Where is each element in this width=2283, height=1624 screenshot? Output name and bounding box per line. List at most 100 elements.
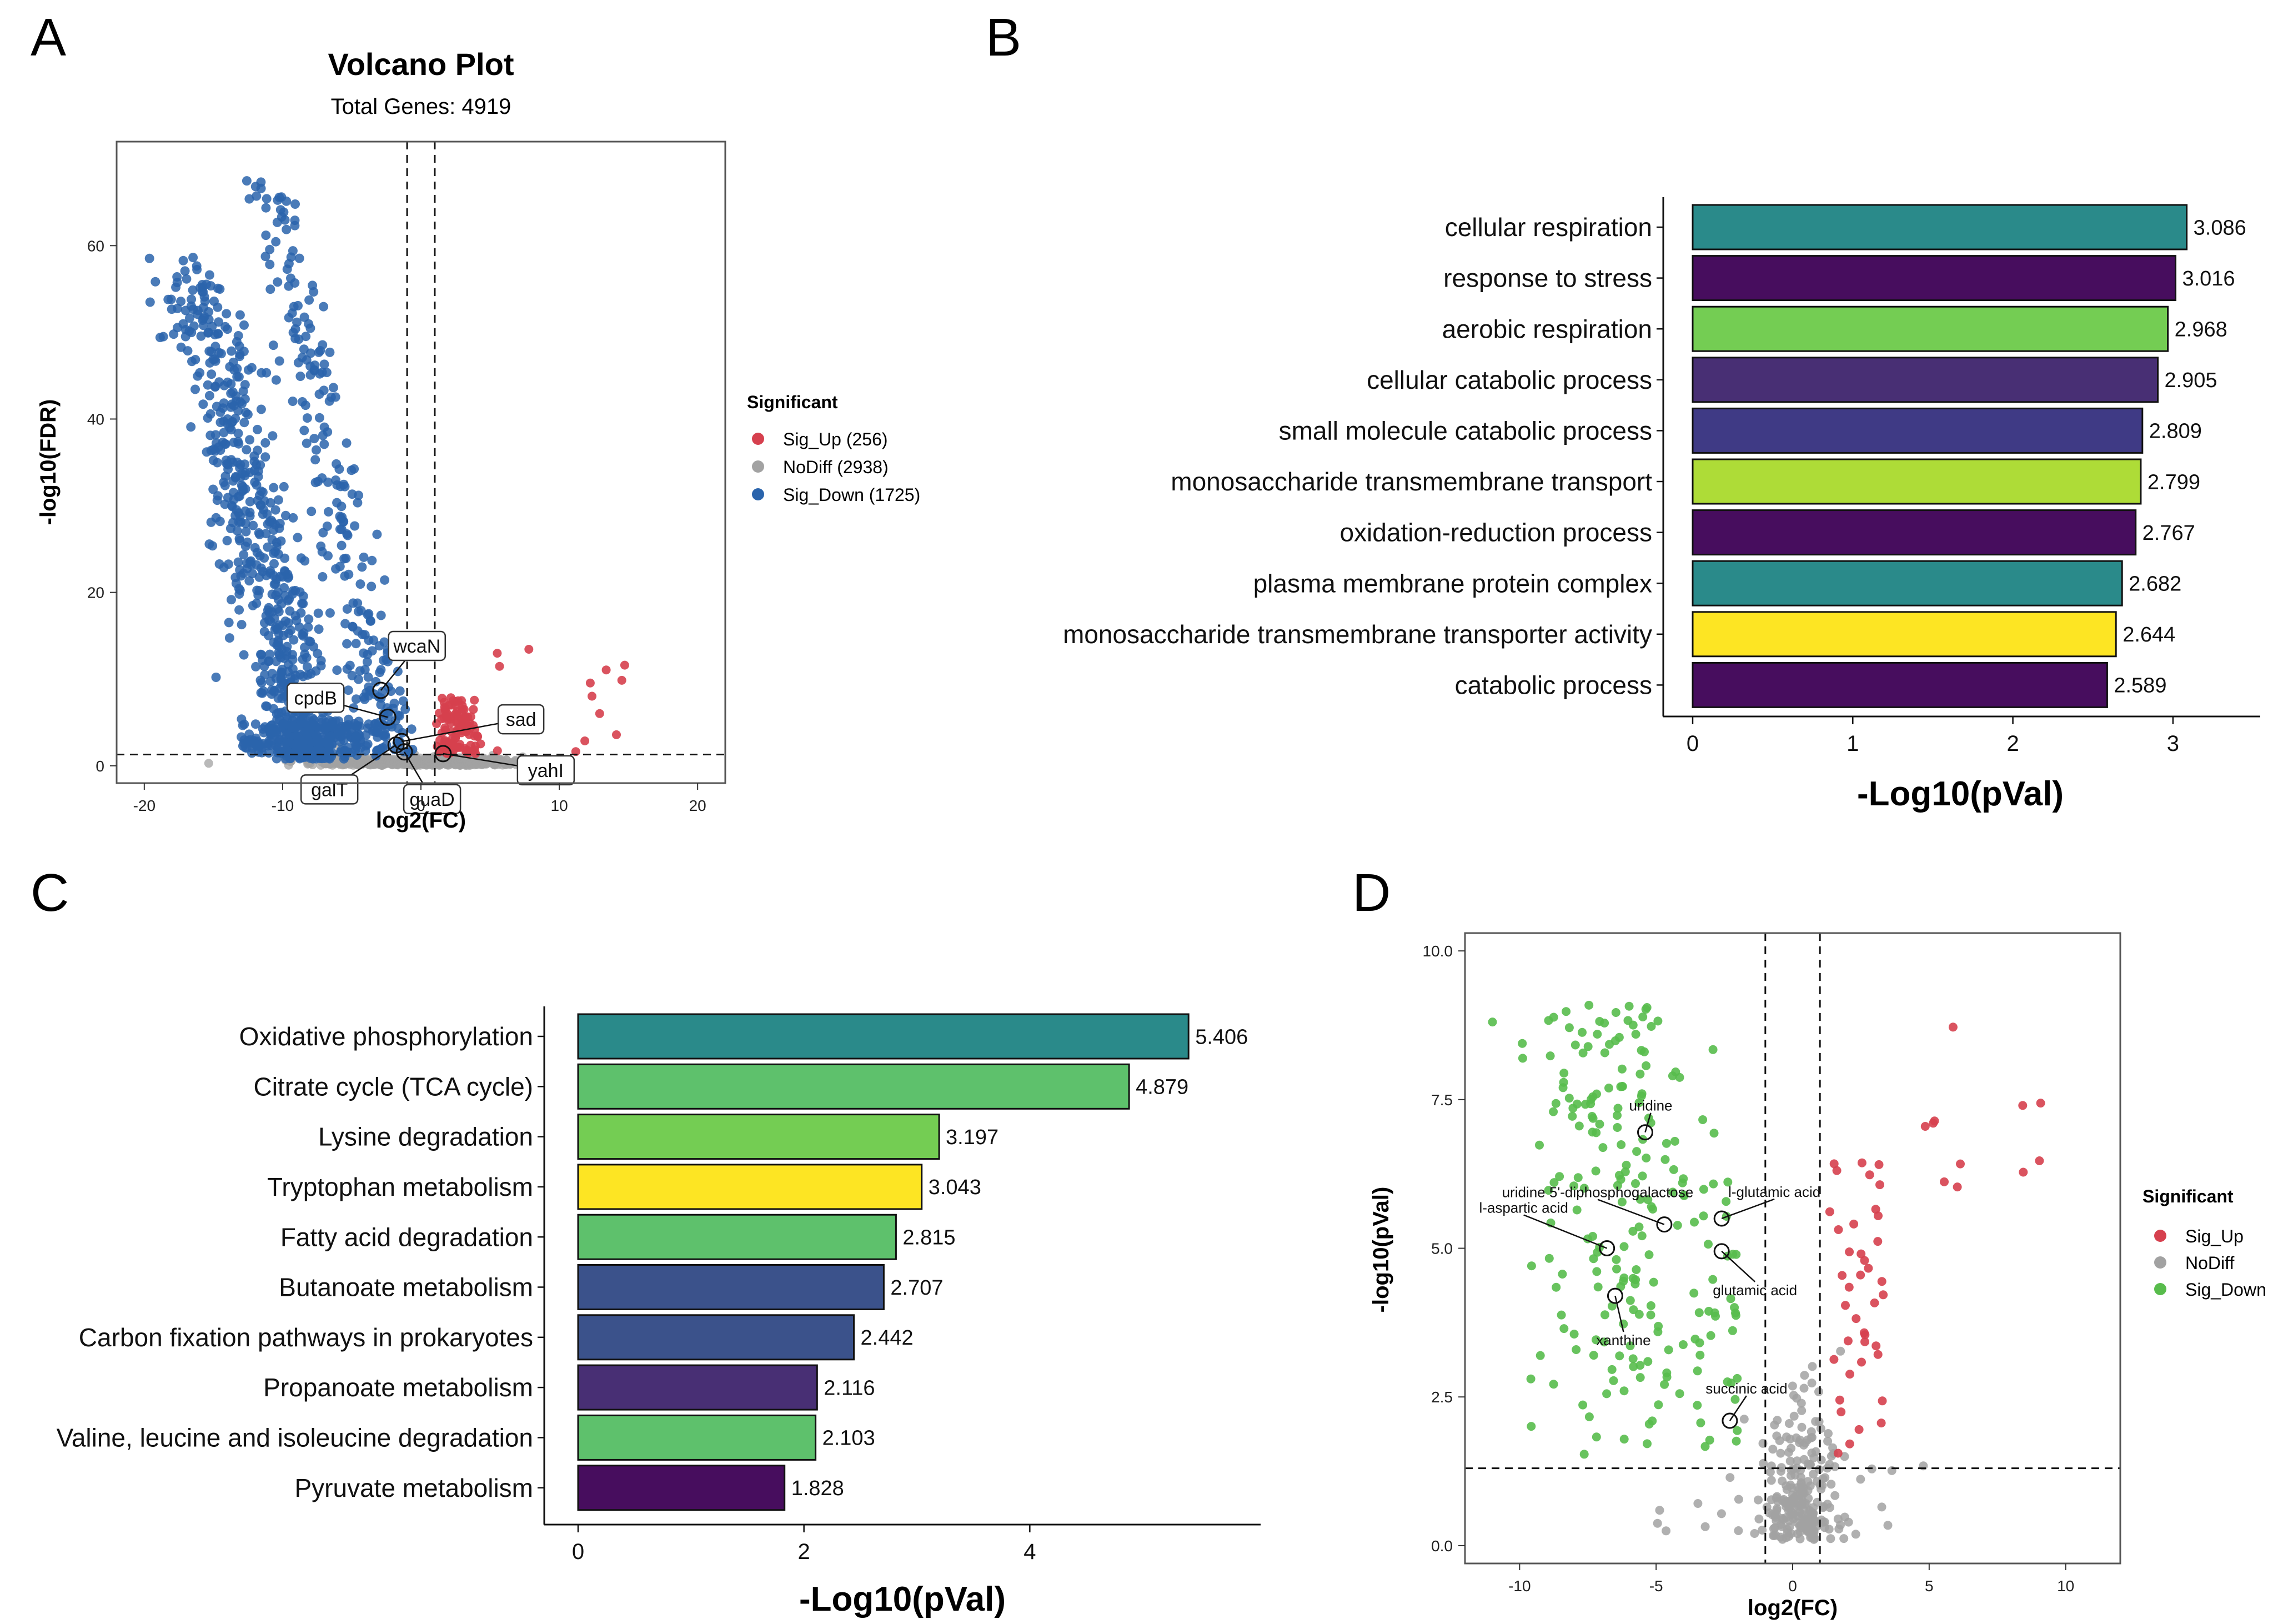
scatter-point-sig-down [240,380,250,390]
scatter-point-sig-down [1635,1069,1645,1079]
scatter-point-nodiff [1803,1486,1813,1495]
scatter-point-sig-down [319,359,329,369]
chart-a-legend-label-up: Sig_Up (256) [783,429,888,449]
scatter-point-sig-down [299,312,309,322]
scatter-point-sig-down [234,439,244,449]
scatter-point-sig-down [1618,1082,1627,1091]
scatter-point-sig-down [252,740,261,750]
scatter-point-sig-down [283,738,293,748]
data-label: 2.905 [2164,369,2217,392]
scatter-point-sig-up [1845,1247,1854,1256]
scatter-point-sig-down [1592,1267,1602,1276]
scatter-point-sig-down [209,296,219,306]
data-label: 4.879 [1136,1076,1188,1099]
scatter-point-sig-down [1731,1311,1740,1320]
y-tick-label: 40 [87,410,104,428]
scatter-point-sig-down [363,672,373,682]
scatter-point-sig-down [234,589,244,599]
scatter-point-sig-down [150,277,160,287]
scatter-point-nodiff [1796,1466,1805,1475]
scatter-point-nodiff [1787,1483,1796,1492]
scatter-point-sig-up [601,665,611,675]
scatter-point-sig-down [1593,1030,1602,1039]
scatter-point-sig-down [1695,1350,1705,1360]
scatter-point-sig-up [1857,1158,1866,1167]
scatter-point-sig-down [353,598,363,608]
scatter-point-sig-down [190,384,200,394]
y-tick-label: 7.5 [1431,1091,1453,1109]
scatter-point-sig-down [280,616,290,626]
scatter-point-sig-up [620,660,629,670]
annotation-label-box [286,683,345,713]
scatter-point-sig-down [393,666,403,676]
scatter-point-sig-down [296,553,306,563]
scatter-point-sig-down [355,579,365,589]
scatter-point-sig-down [274,607,284,616]
scatter-point-sig-down [323,551,333,561]
x-tick-label: -10 [1508,1577,1531,1595]
scatter-point-sig-down [288,397,298,406]
scatter-point-sig-up [1856,1249,1866,1259]
scatter-point-sig-down [1552,1282,1561,1292]
scatter-point-sig-up [1825,1207,1834,1216]
scatter-point-nodiff [1797,1491,1807,1501]
scatter-point-sig-down [1593,1282,1603,1292]
scatter-point-nodiff [1836,1520,1845,1530]
scatter-point-sig-up [1829,1159,1839,1169]
data-label: 2.103 [822,1427,875,1450]
scatter-point-sig-down [273,735,283,745]
scatter-point-sig-down [220,472,230,481]
scatter-point-nodiff [1807,1433,1816,1442]
scatter-point-sig-down [176,342,186,352]
scatter-point-sig-down [1722,1197,1731,1206]
scatter-point-sig-down [364,609,374,619]
scatter-point-sig-up [1870,1298,1879,1307]
scatter-point-sig-down [300,727,310,737]
scatter-point-sig-down [1613,1111,1622,1120]
scatter-point-sig-down [298,397,307,407]
scatter-point-sig-up [1838,1271,1847,1280]
scatter-point-sig-down [1635,1195,1645,1204]
data-label: 1.828 [791,1477,844,1500]
scatter-point-sig-down [233,557,243,567]
scatter-point-sig-down [1708,1275,1718,1284]
scatter-point-sig-down [1549,1178,1559,1187]
scatter-point-sig-down [172,272,182,282]
scatter-point-sig-down [271,375,281,385]
scatter-point-sig-up [1873,1237,1883,1246]
scatter-point-sig-down [351,639,361,649]
scatter-point-sig-down [1708,1045,1718,1054]
scatter-point-sig-down [1646,1301,1655,1310]
scatter-point-sig-down [1572,1099,1582,1109]
scatter-point-sig-down [1589,1351,1598,1360]
scatter-point-sig-down [254,490,264,500]
scatter-point-sig-down [232,505,242,515]
scatter-point-sig-down [1625,1341,1635,1351]
scatter-point-sig-down [284,281,294,291]
scatter-point-sig-down [1634,1098,1644,1107]
scatter-point-sig-down [187,294,197,304]
chart-d-legend-label-nodiff: NoDiff [2185,1253,2234,1273]
scatter-point-nodiff [1792,1394,1802,1403]
data-label: 2.799 [2147,470,2200,494]
scatter-point-sig-down [327,732,337,742]
scatter-point-sig-down [1609,1376,1618,1385]
scatter-point-sig-down [1573,1173,1583,1182]
scatter-point-sig-down [277,192,287,202]
annotation-label: cpdB [294,688,337,709]
scatter-point-sig-down [269,525,279,535]
scatter-point-sig-down [206,517,216,527]
scatter-point-sig-down [248,600,258,610]
scatter-point-sig-down [389,698,399,708]
scatter-point-sig-down [257,368,267,378]
scatter-point-sig-down [145,297,155,307]
scatter-point-sig-down [290,585,300,595]
x-tick-label: 0 [1687,731,1699,756]
scatter-point-sig-down [273,277,283,287]
scatter-point-sig-down [185,313,194,323]
scatter-point-sig-down [180,305,190,315]
scatter-point-sig-down [250,543,260,553]
scatter-point-sig-down [263,542,273,552]
scatter-point-nodiff [1883,1521,1893,1530]
scatter-point-sig-down [286,252,296,262]
